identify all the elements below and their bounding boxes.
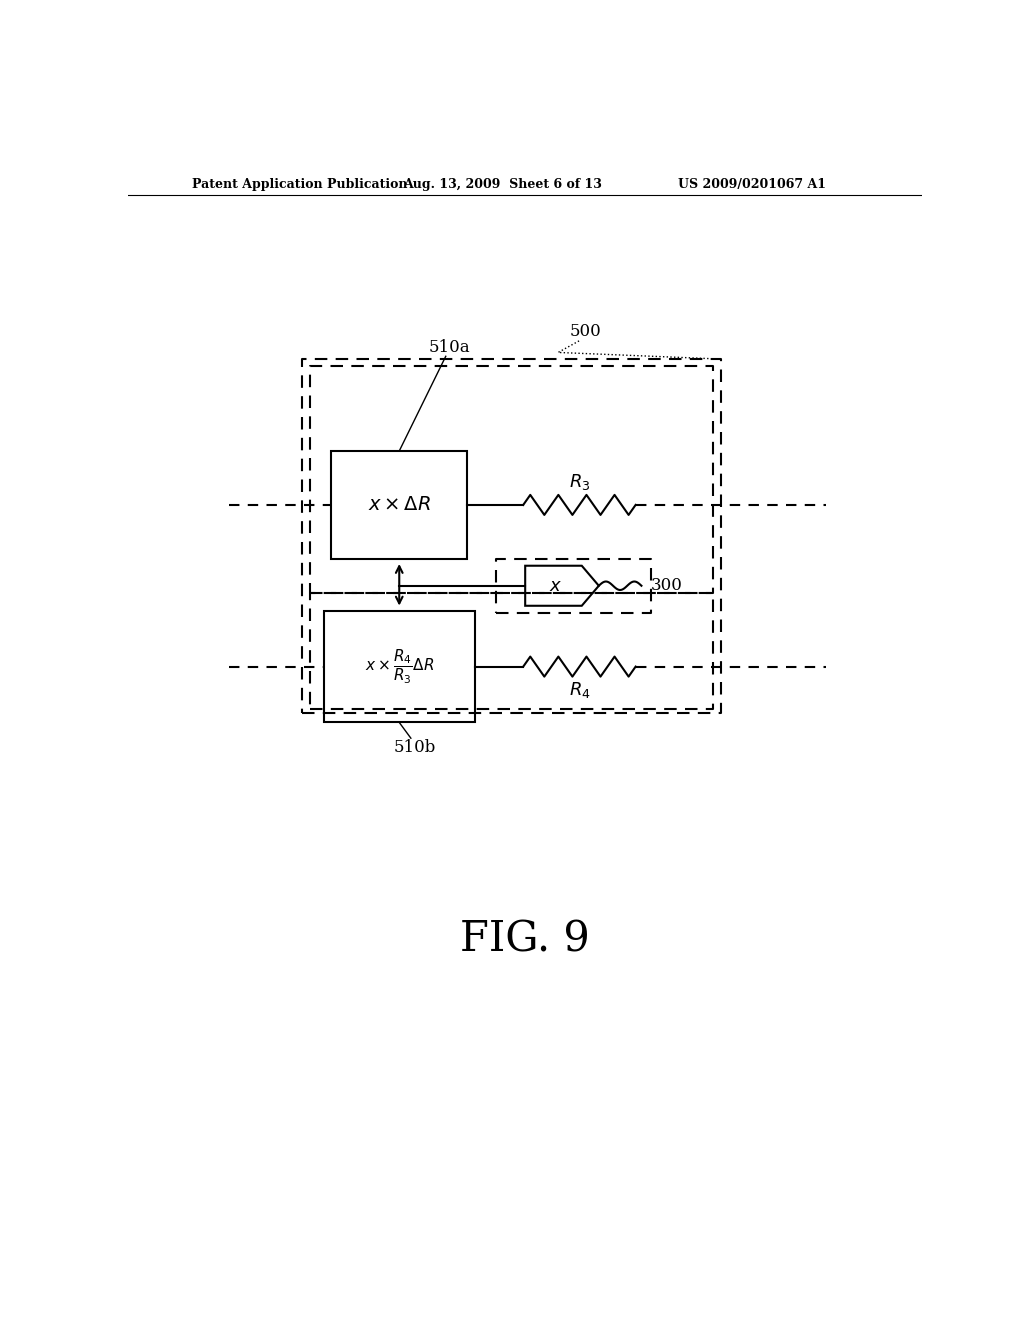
Text: FIG. 9: FIG. 9 (460, 919, 590, 961)
Text: US 2009/0201067 A1: US 2009/0201067 A1 (678, 178, 826, 190)
Text: $x \times \dfrac{R_4}{R_3} \Delta R$: $x \times \dfrac{R_4}{R_3} \Delta R$ (365, 648, 434, 685)
Text: $x$: $x$ (549, 577, 562, 595)
Text: 510a: 510a (429, 338, 470, 355)
Text: 500: 500 (569, 323, 601, 341)
Text: $R_4$: $R_4$ (568, 680, 590, 700)
Text: Aug. 13, 2009  Sheet 6 of 13: Aug. 13, 2009 Sheet 6 of 13 (403, 178, 602, 190)
Bar (332, 451, 467, 558)
Text: $x \times \Delta R$: $x \times \Delta R$ (368, 496, 431, 513)
Text: Patent Application Publication: Patent Application Publication (191, 178, 408, 190)
Text: 510b: 510b (393, 739, 436, 756)
Text: 300: 300 (650, 577, 683, 594)
Text: $R_3$: $R_3$ (568, 471, 590, 492)
Polygon shape (525, 566, 599, 606)
Bar (324, 611, 475, 722)
